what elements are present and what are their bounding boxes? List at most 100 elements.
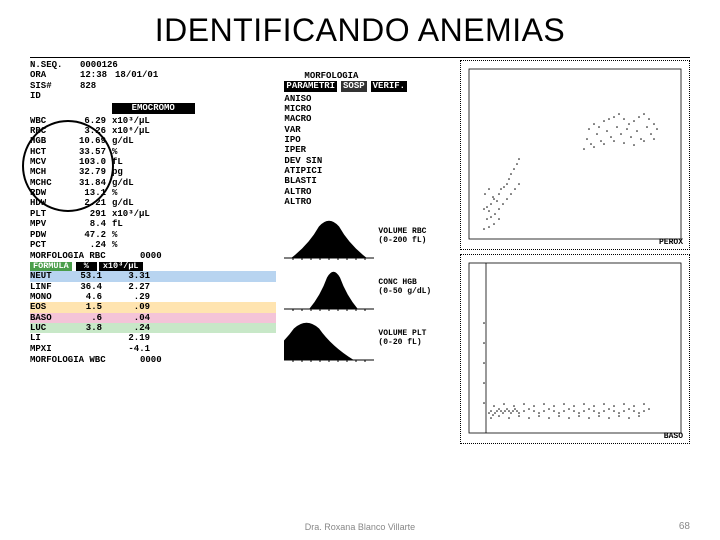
cbc-row: MCH32.79pg bbox=[30, 167, 276, 177]
perox-scatter: PEROX bbox=[460, 60, 690, 250]
morfologia-title: MORFOLOGIA bbox=[304, 71, 452, 81]
cbc-label: MCH bbox=[30, 167, 64, 177]
histogram-block: CONC HGB(0-50 g/dL) bbox=[284, 264, 452, 311]
formula-label: BASO bbox=[30, 313, 70, 323]
header-row: N.SEQ. 0000126 bbox=[30, 60, 276, 70]
cbc-row: PLT291x10³/µL bbox=[30, 209, 276, 219]
cbc-unit: % bbox=[112, 230, 276, 240]
header-row: ORA 12:38 18/01/01 bbox=[30, 70, 276, 80]
flag-item: VAR bbox=[284, 125, 452, 135]
cbc-value: 2.21 bbox=[64, 198, 112, 208]
sis-value: 828 bbox=[80, 81, 96, 91]
cbc-unit: fL bbox=[112, 157, 276, 167]
formula-pct-hdr: % bbox=[76, 262, 97, 272]
formula-pct: 1.5 bbox=[70, 302, 110, 312]
cbc-label: HDW bbox=[30, 198, 64, 208]
morf-rbc-val: 0000 bbox=[140, 251, 162, 261]
histogram-block: VOLUME PLT(0-20 fL) bbox=[284, 315, 452, 362]
flag-item: IPO bbox=[284, 135, 452, 145]
formula-label: LINF bbox=[30, 282, 70, 292]
histogram-label: CONC HGB(0-50 g/dL) bbox=[378, 279, 431, 297]
cbc-unit: x10³/µL bbox=[112, 209, 276, 219]
formula-pct: 53.1 bbox=[70, 271, 110, 281]
cbc-row: RBC3.26x10⁶/µL bbox=[30, 126, 276, 136]
cbc-unit: x10⁶/µL bbox=[112, 126, 276, 136]
cbc-row: PCT.24% bbox=[30, 240, 276, 250]
cbc-unit: x10³/µL bbox=[112, 116, 276, 126]
histogram-block: VOLUME RBC(0-200 fL) bbox=[284, 213, 452, 260]
cbc-label: PLT bbox=[30, 209, 64, 219]
formula-abs: -4.1 bbox=[110, 344, 150, 354]
header-row: SIS# 828 bbox=[30, 81, 276, 91]
left-panel: N.SEQ. 0000126 ORA 12:38 18/01/01 SIS# 8… bbox=[30, 60, 276, 444]
cbc-label: MPV bbox=[30, 219, 64, 229]
cbc-label: WBC bbox=[30, 116, 64, 126]
cbc-value: 33.57 bbox=[64, 147, 112, 157]
formula-abs: 2.27 bbox=[110, 282, 150, 292]
cbc-row: HGB10.69g/dL bbox=[30, 136, 276, 146]
right-panel: PEROX BASO bbox=[460, 60, 690, 444]
histogram-label: VOLUME PLT(0-20 fL) bbox=[378, 330, 426, 348]
histograms: VOLUME RBC(0-200 fL) CONC HGB(0-50 g/dL)… bbox=[284, 213, 452, 362]
flag-item: ATIPICI bbox=[284, 166, 452, 176]
cbc-row: MCHC31.84g/dL bbox=[30, 178, 276, 188]
page-number: 68 bbox=[679, 521, 690, 532]
cbc-value: 47.2 bbox=[64, 230, 112, 240]
nseq-value: 0000126 bbox=[80, 60, 118, 70]
ora-label: ORA bbox=[30, 70, 80, 80]
cbc-table: WBC6.29x10³/µLRBC3.26x10⁶/µLHGB10.69g/dL… bbox=[30, 116, 276, 250]
formula-pct: 36.4 bbox=[70, 282, 110, 292]
formula-label: LUC bbox=[30, 323, 70, 333]
morf-rbc-row: MORFOLOGIA RBC 0000 bbox=[30, 251, 276, 261]
cbc-label: PDW bbox=[30, 230, 64, 240]
histogram-svg bbox=[284, 213, 374, 260]
cbc-value: 8.4 bbox=[64, 219, 112, 229]
morf-wbc-row: MORFOLOGIA WBC 0000 bbox=[30, 355, 276, 365]
formula-row: LUC3.8.24 bbox=[30, 323, 276, 333]
formula-abs: .04 bbox=[110, 313, 150, 323]
cbc-row: PDW47.2% bbox=[30, 230, 276, 240]
perox-label: PEROX bbox=[659, 238, 683, 247]
cbc-row: HDW2.21g/dL bbox=[30, 198, 276, 208]
formula-row: MPXI -4.1 bbox=[30, 344, 276, 354]
formula-abs: .29 bbox=[110, 292, 150, 302]
cbc-label: RDW bbox=[30, 188, 64, 198]
cbc-unit: % bbox=[112, 147, 276, 157]
flag-item: IPER bbox=[284, 145, 452, 155]
histogram-svg bbox=[284, 264, 374, 311]
cbc-row: RDW13.1% bbox=[30, 188, 276, 198]
cbc-unit: % bbox=[112, 240, 276, 250]
flag-item: MACRO bbox=[284, 114, 452, 124]
sis-label: SIS# bbox=[30, 81, 80, 91]
morf-rbc-label: MORFOLOGIA RBC bbox=[30, 251, 140, 261]
formula-pct: .6 bbox=[70, 313, 110, 323]
cbc-unit: g/dL bbox=[112, 136, 276, 146]
formula-header: FORMULA % x10³/µL bbox=[30, 262, 276, 272]
formula-abs: 3.31 bbox=[110, 271, 150, 281]
formula-row: LI2.19 bbox=[30, 333, 276, 343]
histogram-svg bbox=[284, 315, 374, 362]
ora-value: 12:38 bbox=[80, 70, 107, 80]
emocromo-header: EMOCROMO bbox=[30, 103, 276, 113]
morf-wbc-val: 0000 bbox=[140, 355, 162, 365]
cbc-value: 6.29 bbox=[64, 116, 112, 126]
formula-label: MONO bbox=[30, 292, 70, 302]
sosp-label: SOSP bbox=[341, 81, 367, 91]
formula-label: NEUT bbox=[30, 271, 70, 281]
flag-item: ALTRO bbox=[284, 187, 452, 197]
cbc-unit: g/dL bbox=[112, 198, 276, 208]
cbc-value: 10.69 bbox=[64, 136, 112, 146]
morf-wbc-label: MORFOLOGIA WBC bbox=[30, 355, 140, 365]
cbc-value: 13.1 bbox=[64, 188, 112, 198]
cbc-label: MCV bbox=[30, 157, 64, 167]
nseq-label: N.SEQ. bbox=[30, 60, 80, 70]
formula-pct: 3.8 bbox=[70, 323, 110, 333]
parametri-label: PARAMETRI bbox=[284, 81, 337, 91]
cbc-row: MCV103.0fL bbox=[30, 157, 276, 167]
histogram-label: VOLUME RBC(0-200 fL) bbox=[378, 228, 426, 246]
cbc-label: PCT bbox=[30, 240, 64, 250]
formula-label: MPXI bbox=[30, 344, 70, 354]
page-title: IDENTIFICANDO ANEMIAS bbox=[0, 0, 720, 57]
cbc-unit: pg bbox=[112, 167, 276, 177]
cbc-row: MPV8.4fL bbox=[30, 219, 276, 229]
